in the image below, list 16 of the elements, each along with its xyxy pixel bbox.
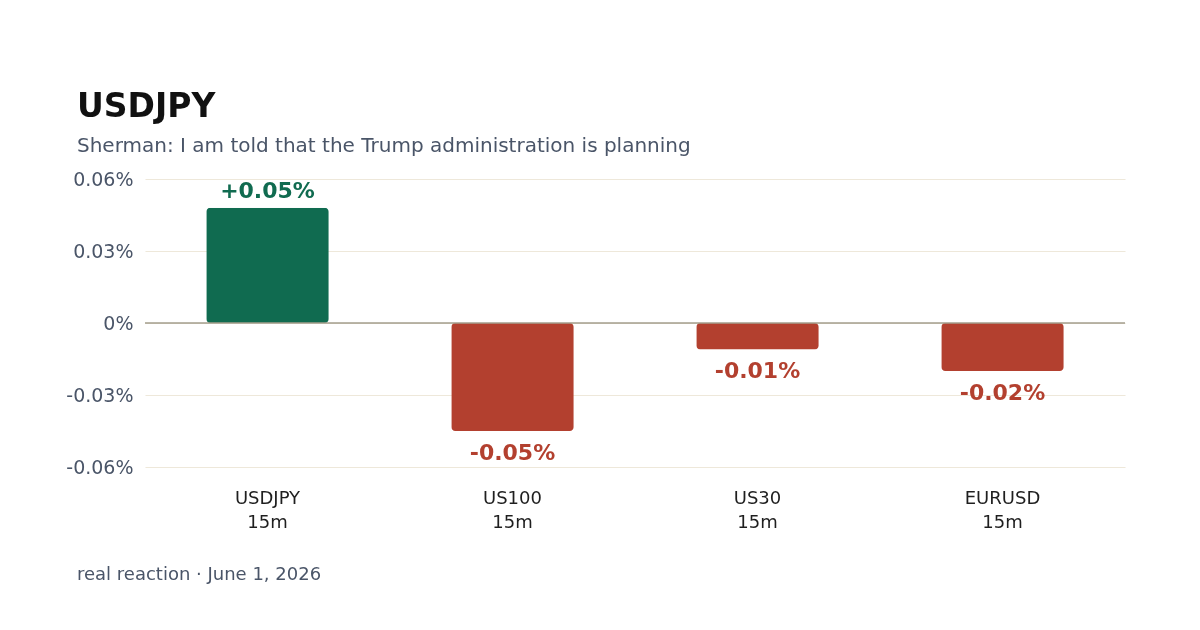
data-label: +0.05%	[220, 177, 315, 203]
x-tick-label: USDJPY 15m	[234, 486, 302, 532]
x-tick-label: EURUSD 15m	[964, 486, 1041, 532]
chart-subtitle: Sherman: I am told that the Trump administration is planning	[77, 133, 691, 157]
x-tick-label: US100 15m	[483, 486, 542, 532]
x-tick-label: US30 15m	[733, 486, 782, 532]
y-tick-label: -0.03%	[66, 383, 134, 406]
y-tick-label: 0.03%	[73, 239, 134, 262]
y-tick-label: 0.06%	[73, 167, 134, 190]
y-tick-label: -0.06%	[66, 455, 134, 478]
chart-title: USDJPY	[77, 86, 217, 125]
data-label: -0.02%	[959, 380, 1046, 405]
text: real reaction · June 1, 2026	[77, 563, 322, 584]
data-label: -0.05%	[469, 440, 556, 465]
data-label: -0.01%	[714, 358, 801, 384]
y-tick-label: 0%	[103, 311, 134, 334]
